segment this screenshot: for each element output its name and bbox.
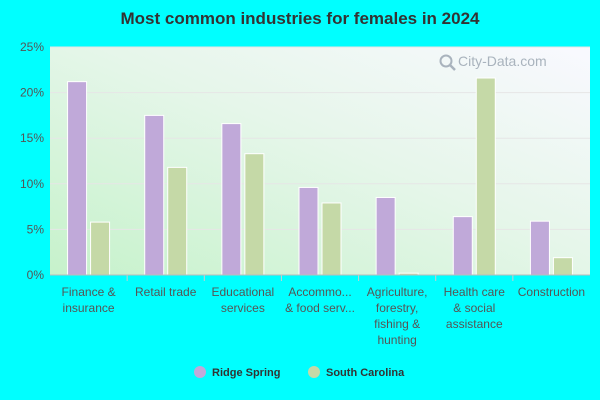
- legend-swatch: [194, 366, 206, 378]
- x-tick-label-line: hunting: [377, 333, 416, 347]
- bar: [144, 114, 165, 276]
- x-tick-label-line: Health care: [444, 285, 506, 299]
- category-labels: Finance & insurance Retail trade Educationa…: [62, 285, 586, 347]
- bar: [90, 221, 111, 276]
- x-tick-label: Agriculture, forestry, fishing & hunting: [367, 285, 428, 347]
- y-tick-label: 15%: [20, 131, 44, 145]
- x-tick-label-line: Finance &: [62, 285, 116, 299]
- y-tick-label: 5%: [27, 222, 45, 236]
- y-tick-label: 20%: [20, 86, 44, 100]
- y-tick-label: 25%: [20, 40, 44, 54]
- gridlines: [50, 46, 590, 281]
- bar: [529, 220, 550, 276]
- x-tick-label-line: & social: [453, 301, 495, 315]
- x-tick-label-line: Construction: [518, 285, 585, 299]
- legend-label: South Carolina: [326, 367, 405, 379]
- x-tick-label: Educational services: [211, 285, 274, 315]
- x-tick-label-line: Accommo...: [288, 285, 351, 299]
- bar: [244, 153, 265, 276]
- x-tick-label-line: Educational: [211, 285, 274, 299]
- x-tick-label-line: Agriculture,: [367, 285, 428, 299]
- bar: [321, 202, 342, 276]
- x-tick-label: Accommo... & food serv...: [285, 285, 355, 315]
- bar: [298, 186, 319, 276]
- x-tick-label: Retail trade: [135, 285, 197, 299]
- legend-item-south-carolina[interactable]: South Carolina: [308, 366, 405, 379]
- bar: [475, 77, 496, 276]
- x-tick-label-line: insurance: [63, 301, 115, 315]
- x-tick-label-line: Retail trade: [135, 285, 197, 299]
- x-tick-label-line: services: [221, 301, 265, 315]
- x-tick-label: Health care & social assistance: [444, 285, 506, 331]
- x-tick-label: Finance & insurance: [62, 285, 116, 315]
- y-axis-ticks: 0% 5% 10% 15% 20% 25%: [20, 40, 44, 282]
- x-tick-label-line: fishing &: [374, 317, 420, 331]
- watermark: City-Data.com: [439, 53, 547, 71]
- bar: [167, 166, 188, 276]
- legend-label: Ridge Spring: [212, 367, 280, 379]
- x-tick-label-line: & food serv...: [285, 301, 355, 315]
- bar: [452, 216, 473, 276]
- chart-title: Most common industries for females in 20…: [121, 9, 481, 28]
- bar: [375, 196, 396, 276]
- plot-area: [50, 47, 590, 275]
- x-tick-label: Construction: [518, 285, 585, 299]
- magnifier-icon: [439, 54, 456, 71]
- bar: [221, 123, 242, 276]
- legend: Ridge Spring South Carolina: [194, 366, 405, 379]
- x-tick-label-line: assistance: [446, 317, 503, 331]
- x-tick-label-line: forestry,: [376, 301, 418, 315]
- y-tick-label: 0%: [27, 268, 45, 282]
- y-tick-label: 10%: [20, 177, 44, 191]
- bar: [67, 81, 88, 276]
- watermark-text: City-Data.com: [458, 53, 547, 69]
- legend-item-ridge-spring[interactable]: Ridge Spring: [194, 366, 280, 379]
- bar: [552, 257, 573, 276]
- legend-swatch: [308, 366, 320, 378]
